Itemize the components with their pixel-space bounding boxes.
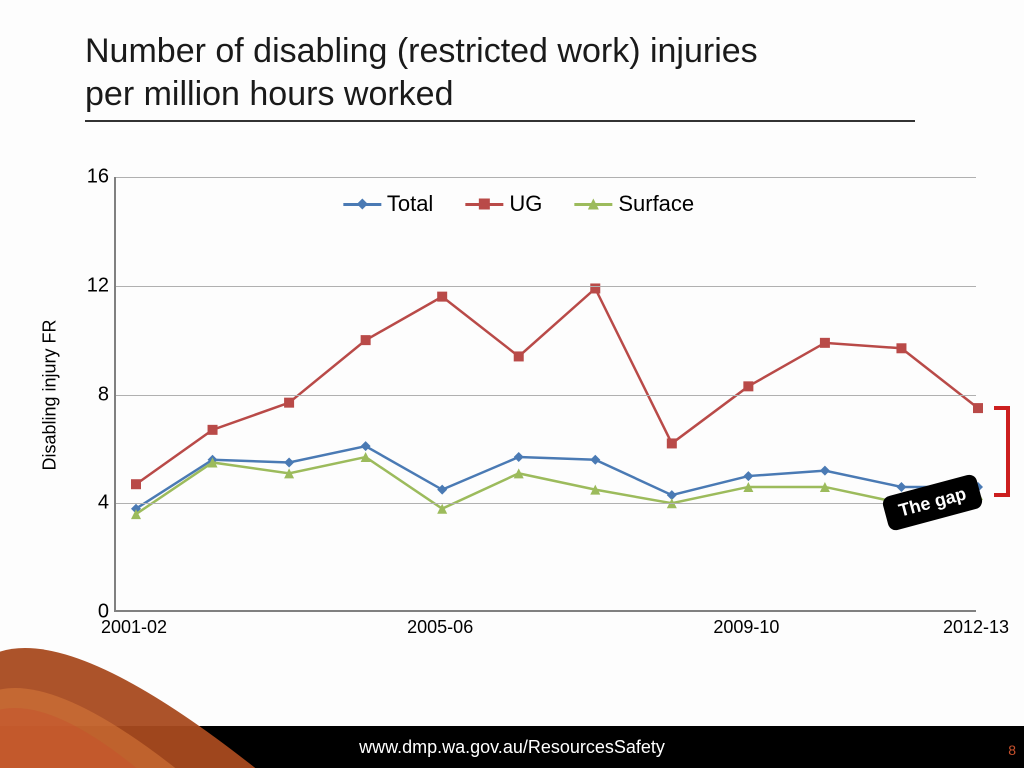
- x-tick-label: 2009-10: [713, 617, 779, 638]
- grid-line: [116, 395, 976, 396]
- title-line-2: per million hours worked: [85, 75, 454, 113]
- data-marker: [284, 398, 294, 408]
- data-marker: [588, 199, 599, 210]
- y-tick-label: 16: [73, 166, 109, 189]
- data-marker: [361, 441, 371, 451]
- title-line-1: Number of disabling (restricted work) in…: [85, 32, 758, 70]
- data-marker: [667, 438, 677, 448]
- y-tick-label: 8: [73, 383, 109, 406]
- decorative-swoosh: [0, 428, 300, 768]
- y-tick-label: 12: [73, 274, 109, 297]
- x-tick-label: 2005-06: [407, 617, 473, 638]
- data-marker: [743, 381, 753, 391]
- legend-label: Total: [387, 191, 433, 217]
- legend-label: Surface: [618, 191, 694, 217]
- grid-line: [116, 177, 976, 178]
- legend-label: UG: [509, 191, 542, 217]
- legend-marker-icon: [477, 197, 491, 211]
- data-marker: [896, 343, 906, 353]
- data-marker: [820, 338, 830, 348]
- data-marker: [743, 471, 753, 481]
- legend-item: UG: [465, 191, 542, 217]
- data-marker: [973, 403, 983, 413]
- data-marker: [479, 199, 490, 210]
- legend-line-icon: [343, 203, 381, 206]
- gap-bracket: [994, 408, 1016, 512]
- legend-item: Total: [343, 191, 433, 217]
- x-tick-label: 2012-13: [943, 617, 1009, 638]
- data-marker: [514, 452, 524, 462]
- legend-line-icon: [574, 203, 612, 206]
- data-marker: [896, 482, 906, 492]
- data-marker: [361, 335, 371, 345]
- data-marker: [356, 199, 367, 210]
- slide: Number of disabling (restricted work) in…: [0, 0, 1024, 768]
- grid-line: [116, 286, 976, 287]
- legend-item: Surface: [574, 191, 694, 217]
- data-marker: [437, 292, 447, 302]
- title-underline: [85, 120, 915, 122]
- slide-title: Number of disabling (restricted work) in…: [85, 30, 758, 115]
- legend: Total UG Surface: [335, 187, 702, 221]
- data-marker: [590, 455, 600, 465]
- page-number: 8: [1008, 742, 1016, 758]
- legend-marker-icon: [586, 197, 600, 211]
- legend-marker-icon: [355, 197, 369, 211]
- data-marker: [437, 485, 447, 495]
- footer-url: www.dmp.wa.gov.au/ResourcesSafety: [359, 737, 665, 758]
- legend-line-icon: [465, 203, 503, 206]
- data-marker: [820, 466, 830, 476]
- data-marker: [514, 351, 524, 361]
